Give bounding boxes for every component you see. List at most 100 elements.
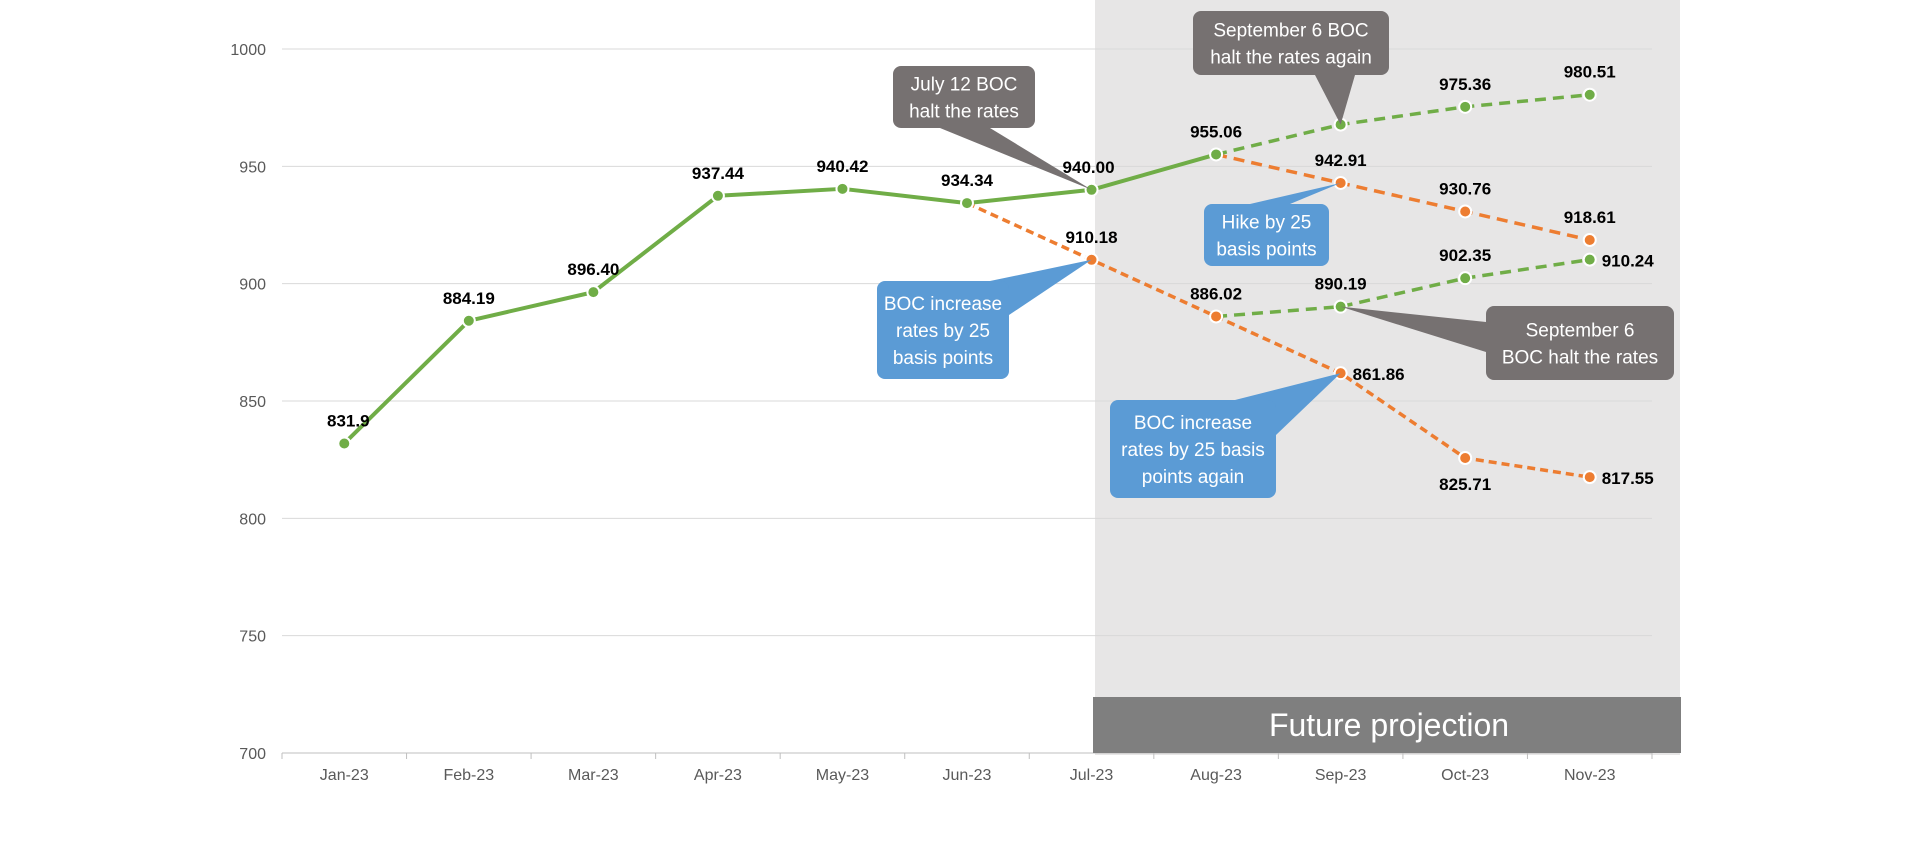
x-tick-label: Sep-23 [1315, 767, 1367, 784]
callout-text: Hike by 25 [1222, 213, 1312, 234]
callout-text: rates by 25 [896, 321, 990, 342]
callout-text: September 6 [1526, 321, 1635, 342]
callout-pointer [1250, 182, 1341, 204]
data-point [1209, 147, 1224, 162]
data-label: 975.36 [1439, 75, 1491, 94]
callout-box [893, 66, 1035, 128]
data-point [710, 188, 725, 203]
data-label: 940.42 [816, 157, 868, 176]
data-label: 955.06 [1190, 122, 1242, 141]
data-point [461, 313, 476, 328]
callout-box [1486, 306, 1674, 380]
data-label: 817.55 [1602, 469, 1654, 488]
callout-text: BOC increase [884, 294, 1002, 315]
callout-text: halt the rates again [1210, 48, 1372, 69]
future-projection-banner-text: Future projection [1269, 707, 1509, 743]
gridlines [282, 48, 1652, 754]
data-label: 934.34 [941, 171, 994, 190]
callout-text: BOC halt the rates [1502, 348, 1658, 369]
data-label: 940.00 [1063, 158, 1115, 177]
data-point [586, 285, 601, 300]
series-line-halt-after-hike [1215, 257, 1590, 319]
data-point [1458, 271, 1473, 286]
callout-text: rates by 25 basis [1121, 440, 1265, 461]
data-point [1458, 204, 1473, 219]
x-tick-label: Jul-23 [1070, 767, 1114, 784]
series-layer [337, 87, 1597, 485]
data-point [1458, 99, 1473, 114]
data-label: 896.40 [567, 260, 619, 279]
y-tick-label: 800 [239, 511, 266, 528]
callout-sept-halt: September 6 BOC halt the rates [1340, 306, 1674, 380]
data-point [960, 196, 974, 211]
x-tick-label: Apr-23 [694, 767, 742, 784]
y-tick-label: 850 [239, 394, 266, 411]
y-tick-label: 950 [239, 159, 266, 176]
callout-july-halt: July 12 BOC halt the rates [893, 66, 1092, 190]
callout-text: September 6 BOC [1213, 21, 1368, 42]
data-point [1582, 87, 1597, 102]
data-label: 937.44 [692, 164, 745, 183]
data-label: 886.02 [1190, 284, 1242, 303]
y-tick-label: 1000 [230, 42, 266, 59]
data-point [835, 181, 850, 196]
data-point [337, 436, 352, 451]
callout-text: basis points [1216, 240, 1316, 261]
series-line-halt-again-projection [1215, 92, 1590, 157]
x-tick-label: Oct-23 [1441, 767, 1489, 784]
callout-text: halt the rates [909, 102, 1019, 123]
data-label: 942.91 [1315, 151, 1367, 170]
x-tick-label: Jun-23 [943, 767, 992, 784]
y-axis-tick-labels: 700 750 800 850 900 950 1000 [230, 42, 266, 763]
data-label: 930.76 [1439, 179, 1491, 198]
data-point [1582, 470, 1597, 485]
data-point [1582, 232, 1597, 247]
data-label: 884.19 [443, 289, 495, 308]
callout-text: July 12 BOC [911, 75, 1018, 96]
callout-sept-halt-again: September 6 BOC halt the rates again [1193, 11, 1389, 125]
callout-text: basis points [893, 348, 993, 369]
x-tick-label: Nov-23 [1564, 767, 1616, 784]
y-tick-label: 700 [239, 746, 266, 763]
callout-text: BOC increase [1134, 413, 1252, 434]
series-line-actual [342, 152, 1217, 445]
callout-pointer [1315, 75, 1355, 125]
callout-box [1193, 11, 1389, 75]
callout-boc-increase-july: BOC increase rates by 25 basis points [877, 259, 1092, 379]
y-tick-label: 750 [239, 629, 266, 646]
data-label: 902.35 [1439, 246, 1491, 265]
series-line-hike-july [966, 201, 1590, 479]
callout-box [1204, 204, 1329, 266]
data-label: 980.51 [1564, 63, 1616, 82]
callout-pointer [940, 128, 1092, 190]
future-projection-banner: Future projection [1093, 697, 1681, 753]
y-tick-label: 900 [239, 277, 266, 294]
data-point [1582, 252, 1597, 267]
callout-box [877, 281, 1009, 379]
x-tick-label: Feb-23 [443, 767, 494, 784]
callouts: July 12 BOC halt the rates September 6 BOC… [877, 11, 1674, 498]
x-tick-label: Jan-23 [320, 767, 369, 784]
x-axis-tick-labels: Jan-23 Feb-23 Mar-23 Apr-23 May-23 Jun-23 Jul-… [281, 753, 1653, 784]
data-label: 910.18 [1066, 228, 1118, 247]
data-label: 861.86 [1353, 365, 1405, 384]
series-line-hike-from-aug [1215, 152, 1591, 242]
x-tick-label: Mar-23 [568, 767, 619, 784]
callout-boc-increase-again: BOC increase rates by 25 basis points agai… [1110, 373, 1341, 498]
data-point [1209, 309, 1224, 324]
data-label: 825.71 [1439, 475, 1491, 494]
callout-box [1110, 400, 1276, 498]
callout-hike-25: Hike by 25 basis points [1204, 182, 1341, 266]
x-tick-label: Aug-23 [1190, 767, 1242, 784]
callout-pointer [990, 259, 1092, 315]
data-labels: 831.9 884.19 896.40 937.44 940.42 934.34 940.0… [327, 63, 1654, 494]
callout-text: points again [1142, 467, 1244, 488]
data-label: 918.61 [1564, 208, 1616, 227]
future-projection-banner-bg [1093, 697, 1681, 753]
x-tick-label: May-23 [816, 767, 869, 784]
data-point [1458, 451, 1473, 466]
data-label: 831.9 [327, 411, 370, 430]
callout-pointer [1340, 306, 1486, 352]
data-label: 890.19 [1315, 275, 1367, 294]
